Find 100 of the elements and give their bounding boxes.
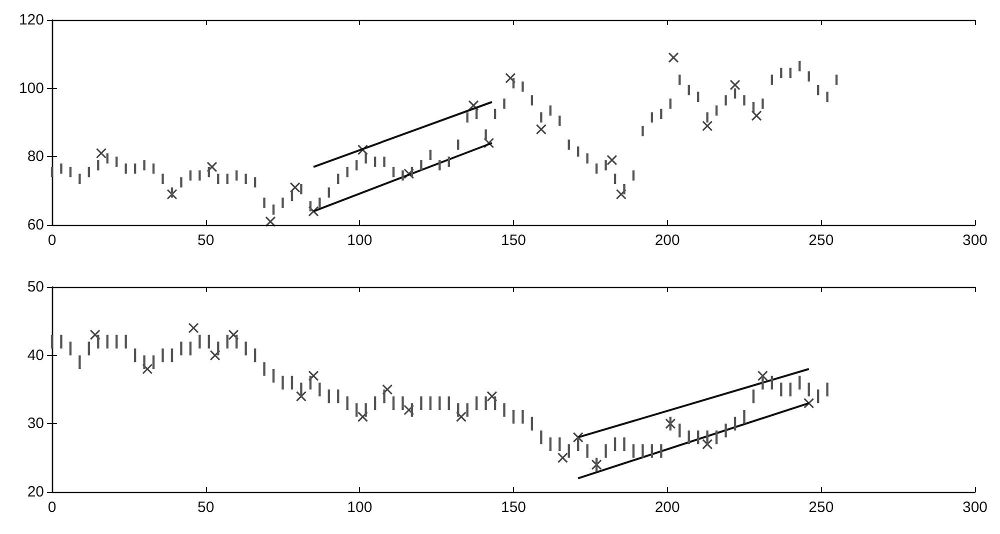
bar <box>134 348 136 362</box>
bar <box>632 444 635 458</box>
point <box>357 144 368 156</box>
x-tick-label: 100 <box>347 499 372 516</box>
bar <box>226 334 228 348</box>
bar <box>97 160 100 170</box>
bar <box>466 403 468 417</box>
point <box>166 189 178 200</box>
point <box>486 391 498 402</box>
point <box>456 412 466 422</box>
point <box>404 168 414 179</box>
bar <box>374 396 376 410</box>
bar <box>355 403 358 417</box>
bar <box>512 78 515 88</box>
point <box>751 110 762 121</box>
y-tick-label: 100 <box>18 80 44 97</box>
bar <box>254 177 256 188</box>
bar <box>522 410 524 424</box>
point <box>606 154 618 166</box>
bar <box>162 348 164 362</box>
bar <box>438 160 441 170</box>
bar <box>743 95 746 106</box>
bar <box>808 382 810 396</box>
bar <box>383 156 386 167</box>
bar <box>623 184 626 194</box>
bar <box>116 156 118 167</box>
bar <box>143 355 146 369</box>
point <box>668 52 679 63</box>
point <box>484 138 494 148</box>
bar <box>383 390 386 404</box>
bar <box>263 198 266 208</box>
bar <box>282 198 284 208</box>
point <box>210 350 220 361</box>
bar <box>586 153 588 164</box>
bar <box>78 355 81 369</box>
bar <box>558 437 561 451</box>
x-tick-label: 150 <box>500 499 526 516</box>
bar <box>282 376 284 390</box>
bar <box>780 68 782 78</box>
bar <box>134 164 136 174</box>
bar <box>236 334 238 348</box>
point <box>702 438 713 450</box>
x-tick-label: 100 <box>347 232 372 249</box>
bar <box>309 376 312 390</box>
bar <box>392 396 395 410</box>
point <box>265 216 276 227</box>
bar <box>512 410 515 424</box>
bar <box>318 198 321 208</box>
bar <box>540 430 542 444</box>
bar <box>715 430 718 444</box>
bar <box>642 126 644 136</box>
bar <box>300 184 302 194</box>
bar <box>540 112 542 122</box>
bar <box>642 444 644 458</box>
bar <box>798 376 801 390</box>
bar <box>448 156 450 167</box>
point <box>804 398 814 408</box>
bar <box>69 342 72 356</box>
bar <box>688 430 690 444</box>
bar <box>595 458 598 472</box>
bar <box>577 437 580 451</box>
point <box>536 124 546 135</box>
point <box>308 370 319 382</box>
point <box>188 322 199 334</box>
bar <box>743 410 746 424</box>
bar <box>660 108 662 120</box>
y-tick-label: 40 <box>27 346 44 364</box>
bar <box>60 164 62 174</box>
x-tick-label: 0 <box>48 499 56 516</box>
bar <box>604 160 607 170</box>
point <box>296 391 306 402</box>
point <box>572 432 584 443</box>
bar <box>826 382 828 396</box>
bar <box>124 164 127 174</box>
bar <box>410 403 414 417</box>
bar <box>244 342 247 356</box>
bar <box>97 334 100 348</box>
bar <box>494 396 496 410</box>
bar <box>337 390 340 404</box>
bar <box>263 362 266 376</box>
bar <box>438 396 441 410</box>
bar <box>789 382 792 396</box>
bar <box>568 444 570 458</box>
bar <box>604 444 607 458</box>
bar <box>448 396 450 410</box>
bar <box>549 437 552 451</box>
x-tick-label: 300 <box>962 499 988 516</box>
bar <box>669 416 672 430</box>
point <box>702 120 713 132</box>
bar <box>364 153 367 164</box>
x-tick-label: 0 <box>48 232 56 249</box>
bar <box>752 390 755 404</box>
point <box>357 412 368 422</box>
y-tick-label: 80 <box>27 148 44 166</box>
bar <box>402 170 404 181</box>
bar <box>770 376 774 390</box>
bar <box>558 116 561 126</box>
point <box>382 384 393 395</box>
bar <box>328 390 330 404</box>
point <box>505 72 516 84</box>
